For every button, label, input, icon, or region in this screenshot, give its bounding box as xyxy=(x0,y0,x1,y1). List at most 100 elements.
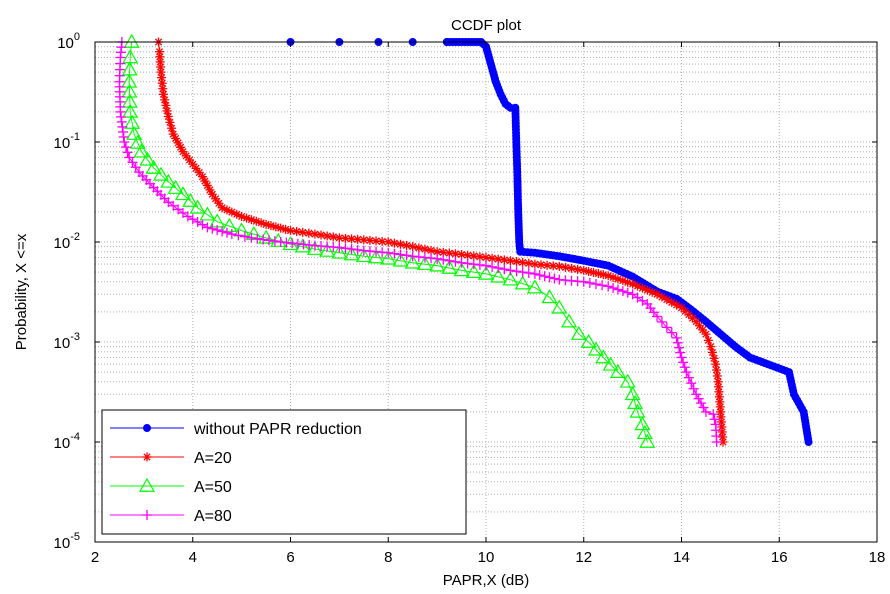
series-point xyxy=(352,244,363,255)
series-point xyxy=(578,276,589,287)
series-point xyxy=(679,362,690,373)
series-point xyxy=(711,437,722,447)
series-point xyxy=(671,332,682,343)
series-point xyxy=(221,227,232,238)
series-point xyxy=(207,223,218,234)
series-point xyxy=(474,259,485,270)
y-tick-exponent: -2 xyxy=(70,231,80,243)
series-point xyxy=(804,438,813,446)
series-point xyxy=(199,206,216,221)
series-point xyxy=(429,257,446,272)
series-point xyxy=(468,259,479,270)
series-point xyxy=(469,251,479,261)
series-point xyxy=(118,126,129,137)
series-point xyxy=(573,264,583,274)
series-point xyxy=(597,280,608,291)
series-point xyxy=(182,192,199,207)
series-point xyxy=(163,111,173,121)
legend-label: A=50 xyxy=(194,479,232,496)
series-point xyxy=(712,365,722,375)
series-point xyxy=(115,106,126,117)
legend: without PAPR reduction A=20 A=50 A=80 xyxy=(101,409,467,535)
series-point xyxy=(700,406,711,417)
series-point xyxy=(686,378,697,389)
x-tick-label: 10 xyxy=(478,549,495,566)
series-point xyxy=(252,233,263,244)
series-point xyxy=(499,255,509,265)
series-point xyxy=(402,240,412,250)
series-point xyxy=(226,229,237,240)
series-point xyxy=(481,260,491,271)
legend-marker xyxy=(143,424,151,432)
series-point xyxy=(712,371,722,381)
series-point xyxy=(549,273,560,284)
y-tick-base: 10 xyxy=(57,35,74,52)
series-point xyxy=(672,337,683,348)
series-point xyxy=(441,259,458,274)
y-tick-exponent: -3 xyxy=(70,331,80,343)
series-point xyxy=(331,244,348,259)
series-point xyxy=(493,254,503,264)
series-point xyxy=(304,228,314,238)
legend-label: A=80 xyxy=(194,508,232,525)
y-tick-exponent: -1 xyxy=(70,131,80,143)
series-point xyxy=(534,270,545,281)
series-point xyxy=(380,250,397,265)
series-point xyxy=(371,236,381,246)
series-point xyxy=(152,166,170,181)
series-point xyxy=(711,359,721,369)
series-point xyxy=(622,287,633,298)
series-point xyxy=(674,342,685,353)
series-point xyxy=(286,226,295,236)
x-tick-label: 18 xyxy=(869,549,886,566)
series-point xyxy=(567,263,577,273)
y-tick-exponent: 0 xyxy=(74,31,80,43)
series-point xyxy=(117,121,128,132)
legend-label: without PAPR reduction xyxy=(193,421,362,438)
series-point xyxy=(554,261,564,271)
series-point xyxy=(227,207,237,217)
y-tick-label: 10-5 xyxy=(54,531,80,552)
series-point xyxy=(129,134,146,149)
series-point xyxy=(698,402,709,413)
series-point xyxy=(395,249,406,260)
series-point xyxy=(487,253,497,263)
series-point xyxy=(319,242,336,257)
series-point xyxy=(647,287,657,297)
series-point xyxy=(322,231,332,241)
y-tick-exponent: -5 xyxy=(70,531,80,543)
series-point xyxy=(306,240,323,255)
series-2 xyxy=(121,33,656,448)
series-point xyxy=(294,238,311,253)
series-point xyxy=(678,357,689,368)
series-point xyxy=(691,389,702,400)
series-point xyxy=(590,279,601,290)
series-point xyxy=(123,33,140,48)
series-point xyxy=(438,254,449,265)
x-tick-label: 2 xyxy=(91,549,99,566)
series-point xyxy=(118,131,129,142)
series-point xyxy=(619,373,636,388)
series-point xyxy=(514,275,531,290)
series-point xyxy=(189,199,206,214)
series-point xyxy=(383,237,393,247)
series-point xyxy=(656,316,667,327)
series-point xyxy=(395,239,405,249)
series-point xyxy=(511,266,522,277)
series-point xyxy=(122,103,139,118)
series-point xyxy=(158,89,168,99)
series-point xyxy=(529,268,540,279)
series-point xyxy=(490,268,507,283)
series-point xyxy=(126,125,143,140)
series-point xyxy=(560,262,570,272)
series-point xyxy=(176,142,186,152)
series-point xyxy=(116,116,127,127)
series-point xyxy=(161,100,171,110)
series-point xyxy=(603,281,614,292)
series-point xyxy=(487,261,498,272)
series-point xyxy=(167,123,177,133)
series-point xyxy=(162,106,172,116)
series-point xyxy=(499,264,510,275)
series-point xyxy=(523,268,534,279)
series-point xyxy=(211,194,221,204)
